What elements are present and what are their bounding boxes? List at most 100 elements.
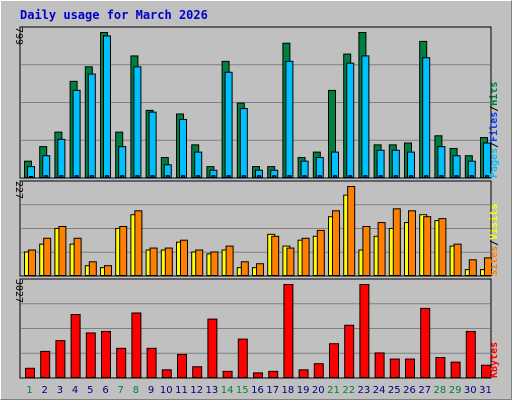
bar-kbytes-day-17 — [268, 370, 279, 379]
panel-kbytes-ymax-label: 3027 — [13, 279, 24, 303]
x-tick-day-16: 16 — [251, 385, 264, 396]
bar-files-day-8 — [133, 66, 142, 178]
bar-files-day-25 — [391, 149, 400, 178]
bar-kbytes-day-19 — [298, 369, 309, 378]
bar-pages-day-8 — [135, 175, 140, 178]
x-tick-day-4: 4 — [72, 385, 78, 396]
x-tick-day-26: 26 — [403, 385, 416, 396]
bar-kbytes-day-8 — [131, 312, 142, 379]
bar-pages-day-30 — [469, 175, 474, 178]
bar-sites-day-13 — [210, 251, 219, 276]
bar-kbytes-day-13 — [207, 318, 218, 378]
bar-pages-day-3 — [59, 175, 64, 178]
bar-sites-day-2 — [43, 237, 52, 277]
bar-files-day-6 — [103, 35, 111, 178]
bar-sites-day-4 — [73, 237, 82, 277]
bar-pages-day-22 — [348, 175, 353, 178]
bar-files-day-24 — [376, 149, 385, 178]
bar-kbytes-day-23 — [359, 284, 370, 378]
bar-kbytes-day-26 — [405, 358, 415, 379]
bar-kbytes-day-6 — [101, 330, 111, 378]
bar-sites-day-17 — [271, 235, 280, 276]
x-tick-day-21: 21 — [327, 385, 340, 396]
bar-kbytes-day-31 — [481, 364, 491, 378]
panel-kbytes-bars — [25, 284, 491, 379]
bar-kbytes-day-1 — [25, 367, 35, 379]
bar-kbytes-day-7 — [116, 347, 127, 378]
bar-files-day-3 — [57, 138, 66, 178]
chart-title: Daily usage for March 2026 — [20, 8, 208, 22]
panel-visits-ymax-label: 227 — [13, 181, 24, 199]
x-tick-day-20: 20 — [312, 385, 325, 396]
bar-sites-day-30 — [468, 259, 477, 276]
bar-files-day-30 — [467, 160, 476, 178]
bar-kbytes-day-20 — [313, 363, 324, 379]
bar-sites-day-27 — [423, 216, 432, 276]
bar-sites-day-31 — [484, 257, 492, 277]
bar-kbytes-day-4 — [70, 314, 81, 378]
panel-visits-bars — [24, 186, 492, 277]
bar-pages-day-18 — [287, 175, 292, 178]
bar-kbytes-day-10 — [161, 369, 172, 378]
bar-kbytes-day-18 — [283, 284, 294, 378]
bar-pages-day-27 — [424, 175, 429, 178]
bar-sites-day-29 — [453, 243, 462, 276]
bar-pages-day-13 — [211, 175, 216, 178]
bar-sites-day-22 — [347, 186, 356, 276]
bar-pages-day-15 — [241, 175, 246, 178]
bar-pages-day-9 — [150, 175, 155, 178]
bar-kbytes-day-22 — [344, 324, 355, 379]
x-tick-day-28: 28 — [434, 385, 447, 396]
x-tick-day-23: 23 — [358, 385, 371, 396]
legend-visits: Visits — [488, 204, 500, 240]
bar-sites-day-24 — [377, 222, 386, 276]
panel-hits-ymax-label: 799 — [13, 27, 24, 45]
bar-pages-day-28 — [439, 175, 444, 178]
bar-pages-day-24 — [378, 175, 383, 178]
x-axis-day-labels: 1 2 3 4 5 6 7 8 9 10 11 12 13 14 15 16 17 18 19 20 21 22 23 24 2… — [26, 385, 492, 396]
x-tick-day-13: 13 — [206, 385, 219, 396]
x-tick-day-19: 19 — [297, 385, 310, 396]
bar-pages-day-26 — [409, 175, 413, 178]
bar-sites-day-6 — [104, 265, 112, 277]
panel-visits-legend: Sites/Visits — [488, 204, 500, 276]
bar-sites-day-16 — [256, 263, 264, 276]
bar-pages-day-6 — [105, 175, 109, 178]
bar-sites-day-23 — [362, 225, 371, 277]
bar-pages-day-14 — [226, 175, 231, 178]
bar-pages-day-20 — [317, 175, 322, 178]
bar-files-day-15 — [239, 108, 248, 178]
bar-kbytes-day-11 — [177, 353, 187, 379]
x-tick-day-15: 15 — [236, 385, 249, 396]
bar-files-day-19 — [300, 160, 309, 178]
bar-files-day-29 — [452, 155, 461, 178]
bar-sites-day-14 — [225, 245, 234, 276]
bar-files-day-11 — [179, 118, 187, 178]
bar-files-day-7 — [118, 146, 127, 179]
x-tick-day-25: 25 — [388, 385, 401, 396]
bar-sites-day-11 — [180, 239, 188, 276]
bar-sites-day-18 — [286, 247, 295, 277]
bar-files-day-1 — [27, 166, 35, 178]
bar-sites-day-9 — [149, 247, 158, 277]
legend-kbytes: KBytes — [489, 342, 500, 378]
bar-kbytes-day-3 — [55, 340, 66, 378]
x-tick-day-9: 9 — [148, 385, 154, 396]
bar-pages-day-29 — [454, 175, 459, 178]
bar-pages-day-31 — [485, 175, 489, 178]
bar-sites-day-25 — [392, 208, 401, 277]
x-tick-day-7: 7 — [118, 385, 124, 396]
bar-files-day-14 — [224, 71, 233, 178]
bar-files-day-12 — [194, 151, 203, 179]
bar-kbytes-day-27 — [420, 307, 431, 379]
bar-sites-day-19 — [301, 237, 310, 277]
legend-pages: Pages — [489, 148, 500, 178]
x-tick-day-17: 17 — [266, 385, 279, 396]
bar-files-day-5 — [87, 73, 96, 178]
bar-kbytes-day-15 — [237, 338, 248, 379]
bar-kbytes-day-30 — [465, 330, 476, 378]
x-tick-day-6: 6 — [102, 385, 108, 396]
bar-sites-day-15 — [240, 261, 249, 276]
x-tick-day-8: 8 — [133, 385, 139, 396]
